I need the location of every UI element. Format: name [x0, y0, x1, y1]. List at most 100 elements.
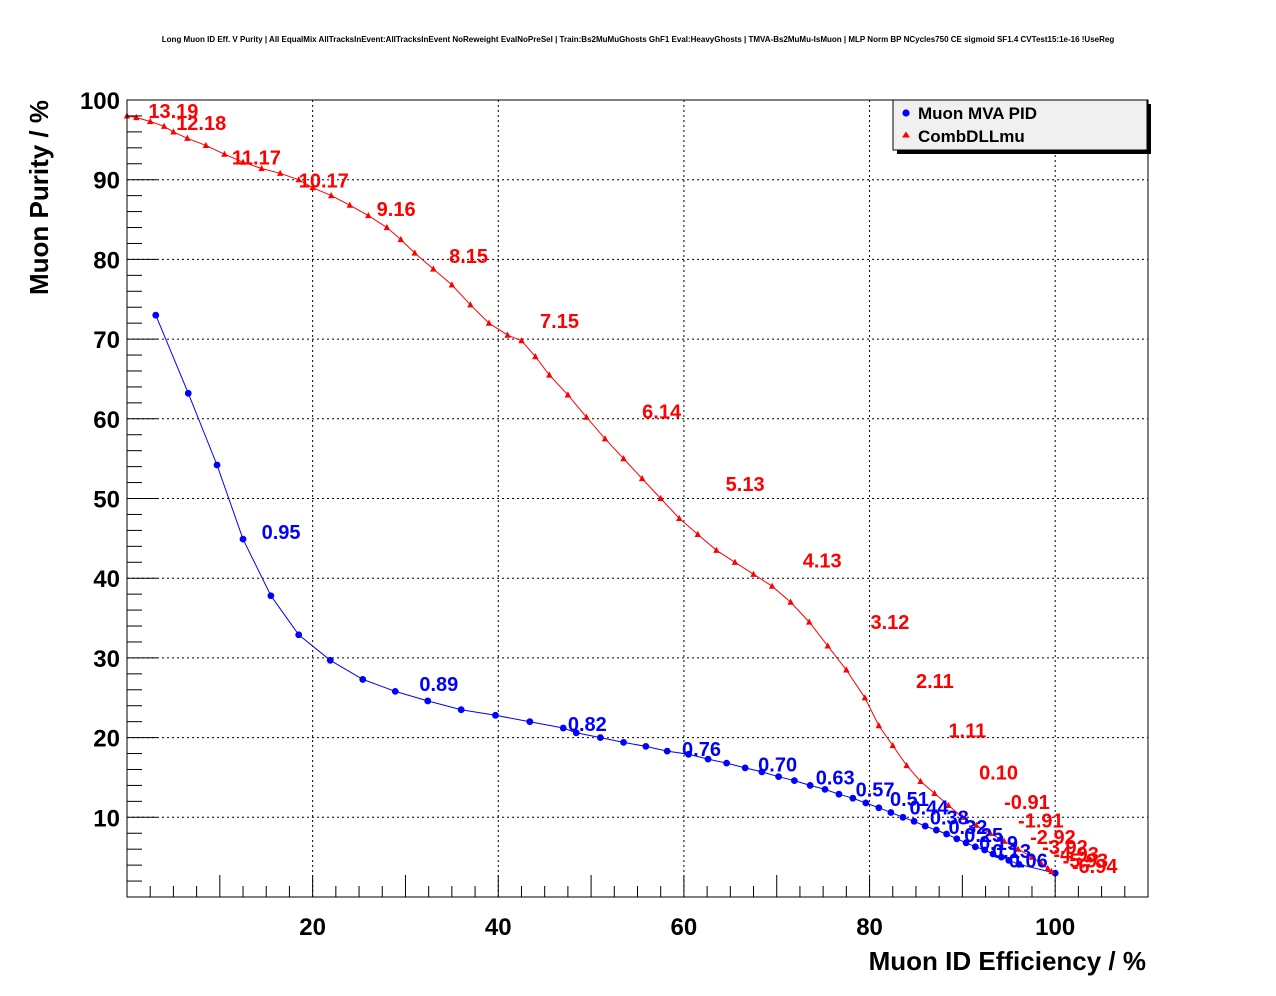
data-point [184, 134, 191, 141]
data-label: -0.91 [1004, 792, 1050, 814]
data-point [971, 843, 979, 851]
data-point [276, 169, 284, 176]
data-point [806, 618, 813, 625]
data-label: -1.91 [1018, 810, 1064, 832]
data-point [583, 413, 590, 420]
data-point [620, 738, 627, 746]
data-point [326, 656, 334, 664]
data-point [775, 773, 782, 781]
data-point [997, 853, 1005, 861]
data-label: -2.92 [1030, 827, 1076, 849]
data-point [694, 530, 702, 537]
data-point [239, 535, 247, 543]
series-line [126, 115, 1052, 872]
data-label: 0.95 [262, 522, 301, 544]
x-tick-label: 100 [1035, 914, 1075, 941]
data-point [899, 813, 907, 821]
data-point [160, 122, 168, 129]
data-point [959, 813, 966, 820]
data-point [221, 150, 228, 157]
data-point [903, 761, 910, 769]
data-label: 9.16 [377, 199, 416, 221]
x-axis-title: Muon ID Efficiency / % [869, 946, 1146, 976]
data-point [1005, 856, 1013, 864]
data-point [981, 846, 989, 854]
data-point [518, 337, 525, 344]
plot-series [123, 112, 1059, 877]
x-tick-label: 80 [856, 914, 883, 941]
legend: Muon MVA PID CombDLLmu [892, 99, 1151, 154]
data-point [887, 809, 895, 816]
data-label: 0.13 [992, 841, 1031, 863]
data-point [328, 192, 335, 199]
data-point [824, 642, 831, 649]
data-point [457, 706, 465, 714]
data-point [485, 319, 493, 326]
data-point [424, 697, 432, 705]
data-point [741, 764, 749, 772]
data-label: 0.70 [758, 755, 797, 777]
y-tick-label: 100 [80, 88, 120, 115]
data-point [202, 141, 210, 149]
data-point [638, 474, 646, 482]
data-point [931, 789, 938, 796]
data-label: 5.13 [726, 474, 765, 496]
x-tick-label: 20 [299, 914, 326, 941]
data-label: 0.82 [568, 714, 607, 736]
data-point [750, 570, 757, 577]
data-point [267, 592, 275, 600]
data-point [821, 786, 829, 793]
data-label: 3.12 [870, 612, 909, 634]
data-point [932, 826, 940, 834]
y-tick-label: 10 [93, 805, 120, 832]
data-label: 0.63 [816, 767, 855, 789]
data-point [676, 514, 683, 522]
y-tick-label: 60 [93, 407, 120, 434]
data-point [213, 461, 221, 469]
data-point [758, 768, 766, 776]
data-point [875, 722, 883, 729]
data-label: 7.15 [540, 311, 579, 333]
data-point [987, 829, 994, 836]
legend-entry-mva: Muon MVA PID [918, 104, 1037, 123]
data-label: 13.19 [148, 101, 198, 123]
axis-ticks: 20 40 60 80 100 10 20 30 40 50 60 70 80 90 100 [80, 88, 1149, 941]
y-tick-label: 70 [93, 327, 120, 354]
y-tick-label: 50 [93, 487, 120, 514]
data-point [564, 391, 572, 398]
data-point [1038, 859, 1045, 867]
data-label: 6.14 [642, 402, 682, 424]
data-point [953, 835, 961, 843]
data-label: 8.15 [449, 246, 488, 268]
data-label: 0.38 [930, 807, 969, 829]
data-point [787, 598, 794, 605]
data-point [943, 830, 950, 838]
data-label: 0.32 [948, 817, 987, 839]
data-point [1015, 860, 1023, 868]
y-tick-label: 90 [93, 168, 120, 195]
legend-box [892, 99, 1148, 151]
data-point [723, 759, 731, 767]
x-tick-label: 40 [485, 914, 512, 941]
data-label: 0.19 [979, 833, 1018, 855]
data-point [989, 850, 997, 858]
y-tick-label: 30 [93, 646, 120, 673]
data-labels: 0.95 0.89 0.82 0.76 0.70 0.630.570.510.440.38… [148, 101, 1118, 878]
data-point [620, 455, 627, 462]
data-point [921, 822, 929, 830]
data-label: 10.17 [299, 170, 349, 192]
data-point [601, 435, 609, 442]
data-label: 0.76 [682, 739, 721, 761]
data-point [258, 164, 265, 172]
data-label: 11.17 [232, 147, 281, 169]
y-tick-label: 80 [93, 247, 120, 274]
data-point [1028, 853, 1036, 860]
data-point [663, 747, 671, 755]
data-point [875, 804, 883, 812]
legend-marker-circle-icon [902, 109, 910, 117]
y-tick-label: 20 [93, 726, 120, 753]
chart-title: Long Muon ID Eff. V Purity | All EqualMi… [162, 35, 1115, 44]
data-point [448, 281, 456, 288]
data-label: 0.25 [964, 825, 1003, 847]
